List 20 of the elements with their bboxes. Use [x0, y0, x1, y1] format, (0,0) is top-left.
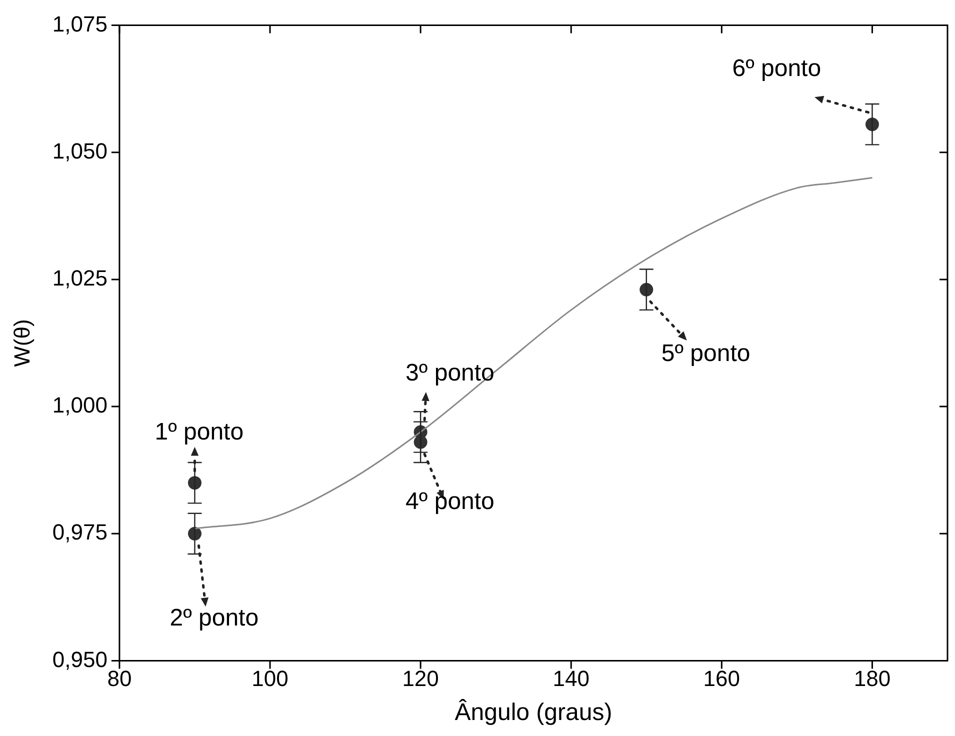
y-tick-label: 1,025	[52, 266, 108, 291]
y-axis-title: W(θ)	[9, 319, 34, 367]
y-tick-label: 0,950	[52, 646, 108, 672]
x-tick-label: 80	[107, 666, 132, 692]
annotation: 1º ponto	[154, 418, 244, 446]
x-axis-title: Ângulo (graus)	[454, 699, 612, 726]
annotation: 6º ponto	[732, 54, 822, 82]
y-tick-label: 1,000	[52, 392, 108, 418]
y-tick-label: 1,075	[52, 11, 108, 36]
y-tick-label: 1,050	[52, 138, 108, 164]
annotation: 5º ponto	[661, 340, 750, 368]
x-tick-label: 100	[252, 666, 288, 692]
annotation: 3º ponto	[406, 360, 494, 387]
x-tick-label: 160	[703, 666, 740, 692]
x-tick-label: 180	[854, 666, 891, 692]
x-tick-label: 120	[402, 666, 439, 692]
y-tick-label: 0,975	[52, 520, 108, 545]
annotation: 4º ponto	[406, 488, 494, 515]
x-tick-label: 140	[552, 666, 590, 692]
annotation: 2º ponto	[170, 604, 259, 632]
